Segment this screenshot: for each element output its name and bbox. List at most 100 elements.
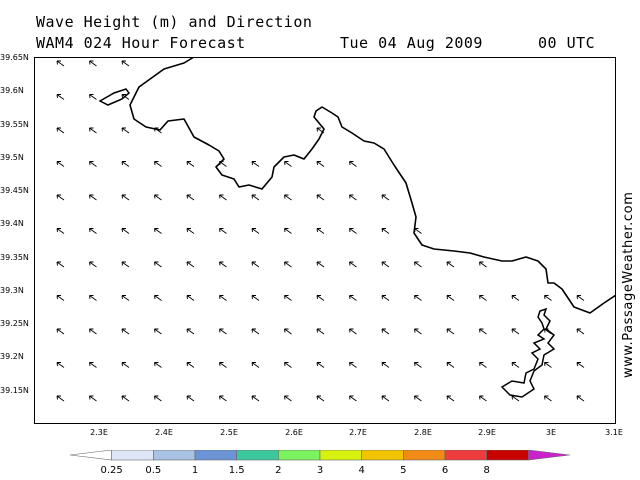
direction-arrow	[316, 228, 325, 234]
direction-arrow	[186, 228, 195, 234]
direction-arrow	[154, 228, 162, 234]
direction-arrow	[349, 328, 357, 335]
direction-arrow	[89, 161, 97, 167]
direction-arrow	[186, 261, 195, 268]
legend-swatch	[69, 450, 112, 461]
direction-arrow	[186, 328, 195, 335]
direction-arrow	[56, 94, 65, 100]
direction-arrow	[186, 362, 195, 368]
direction-arrow	[56, 362, 65, 368]
direction-arrow	[381, 328, 390, 335]
direction-arrow	[284, 261, 292, 268]
lon-label: 2.4E	[155, 428, 173, 437]
direction-arrow	[316, 194, 325, 201]
direction-arrow	[446, 295, 455, 301]
lat-label: 39.4N	[0, 219, 24, 228]
direction-arrow	[316, 328, 325, 335]
legend-level-label: 3	[316, 465, 324, 476]
direction-arrow	[89, 395, 97, 402]
direction-arrow	[251, 328, 260, 335]
legend-swatch	[236, 450, 279, 461]
legend-swatch	[111, 450, 154, 461]
direction-arrow	[219, 228, 227, 234]
direction-arrow	[381, 295, 390, 301]
direction-arrow	[479, 261, 487, 268]
direction-arrow	[284, 194, 292, 201]
direction-arrow	[511, 395, 520, 402]
direction-arrow	[121, 328, 130, 335]
lon-label: 3.1E	[605, 428, 623, 437]
direction-arrow	[121, 395, 130, 402]
lat-label: 39.5N	[0, 153, 24, 162]
direction-arrow	[121, 261, 130, 268]
direction-arrow	[284, 228, 292, 234]
direction-arrow	[219, 261, 227, 268]
lat-label: 39.15N	[0, 386, 29, 395]
direction-arrow	[414, 395, 422, 402]
direction-arrow	[121, 362, 130, 368]
legend-swatch	[528, 450, 571, 461]
direction-arrow	[544, 295, 552, 301]
direction-arrow	[56, 127, 65, 134]
direction-arrow	[349, 395, 357, 402]
direction-arrow	[154, 295, 162, 301]
direction-arrow	[154, 395, 162, 402]
land-dragonera	[98, 88, 131, 106]
direction-arrow	[544, 395, 552, 402]
direction-arrow	[56, 261, 65, 268]
direction-arrow	[219, 194, 227, 201]
direction-arrow	[219, 395, 227, 402]
direction-arrow	[316, 161, 325, 167]
direction-arrow	[121, 295, 130, 301]
legend-level-label: 0.25	[100, 465, 123, 476]
direction-arrow	[251, 228, 260, 234]
direction-arrow	[316, 295, 325, 301]
direction-arrow	[414, 328, 422, 335]
direction-arrow	[121, 60, 130, 67]
lat-label: 39.3N	[0, 286, 24, 295]
direction-arrow	[316, 261, 325, 268]
map-frame	[34, 57, 616, 424]
direction-arrow	[56, 395, 65, 402]
direction-arrow	[89, 194, 97, 201]
direction-arrow	[479, 395, 487, 402]
direction-arrow	[316, 362, 325, 368]
direction-arrow	[349, 362, 357, 368]
direction-arrow	[544, 328, 552, 335]
direction-arrow	[349, 228, 357, 234]
direction-arrow	[56, 228, 65, 234]
forecast-time: 00 UTC	[538, 34, 596, 52]
lat-label: 39.25N	[0, 319, 29, 328]
direction-arrow	[89, 261, 97, 268]
direction-arrow	[284, 328, 292, 335]
legend-level-label: 1	[191, 465, 199, 476]
lat-label: 39.45N	[0, 186, 29, 195]
direction-arrow	[121, 228, 130, 234]
lon-label: 2.6E	[285, 428, 303, 437]
direction-arrow	[349, 161, 357, 167]
direction-arrow	[89, 362, 97, 368]
lon-label: 2.9E	[478, 428, 496, 437]
direction-arrow	[446, 395, 455, 402]
direction-arrow	[381, 261, 390, 268]
direction-arrow	[446, 261, 455, 268]
legend-swatch	[444, 450, 487, 461]
direction-arrow	[154, 261, 162, 268]
direction-arrow	[479, 328, 487, 335]
direction-arrow	[544, 362, 552, 368]
direction-arrow	[349, 295, 357, 301]
direction-arrow	[121, 194, 130, 201]
legend-swatch	[486, 450, 529, 461]
legend-swatch	[278, 450, 321, 461]
lon-label: 2.7E	[349, 428, 367, 437]
wave-direction-arrows	[56, 60, 585, 402]
lat-label: 39.55N	[0, 120, 29, 129]
direction-arrow	[154, 328, 162, 335]
color-legend	[69, 450, 571, 461]
direction-arrow	[121, 94, 130, 100]
direction-arrow	[251, 295, 260, 301]
direction-arrow	[414, 228, 422, 234]
lon-label: 3E	[545, 428, 557, 437]
legend-level-label: 8	[483, 465, 490, 476]
forecast-model: WAM4 024 Hour Forecast	[36, 34, 246, 52]
